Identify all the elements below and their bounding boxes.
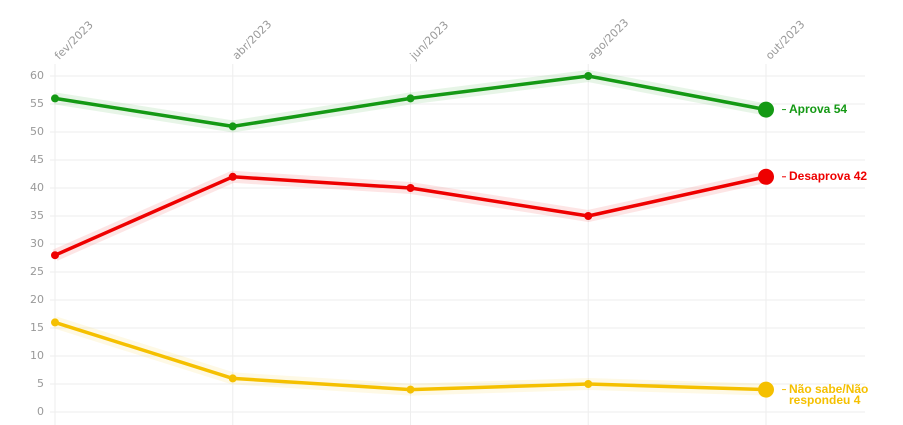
x-tick-label: ago/2023 [585,16,631,62]
series-value: 54 [833,101,848,116]
series-name: Aprova [789,101,831,116]
point [51,318,59,327]
end-label: Não sabe/Não respondeu 4 [789,378,884,406]
end-label-text: Não sabe/Não respondeu 4 [789,378,884,406]
point [51,94,59,103]
y-tick-label: 10 [30,349,44,362]
point [758,101,774,118]
y-tick-label: 20 [30,293,44,306]
y-tick-label: 15 [30,321,44,334]
series-value: 4 [853,392,861,407]
point [228,172,237,181]
point [406,94,415,103]
point [584,380,593,388]
series-value: 42 [853,168,868,183]
point [228,374,237,383]
point [758,381,774,398]
y-tick-label: 30 [30,237,44,250]
y-tick-label: 25 [30,265,44,278]
point [758,168,774,185]
point [51,251,59,260]
x-tick-label: out/2023 [763,18,807,62]
end-label-text: Desaprova 42 [789,165,884,182]
series-name: Não sabe/Não respondeu [789,381,869,407]
y-tick-label: 60 [30,69,44,82]
end-label: Aprova 54 [789,98,884,115]
y-tick-label: 55 [30,97,44,110]
end-label-text: Aprova 54 [789,98,884,115]
y-tick-label: 40 [30,181,44,194]
y-tick-label: 50 [30,125,44,138]
series-name: Desaprova [789,168,851,183]
x-tick-label: abr/2023 [230,18,275,63]
point [406,184,415,192]
x-tick-label: fev/2023 [52,19,96,63]
x-tick-label: jun/2023 [407,19,451,63]
y-tick-label: 35 [30,209,44,222]
y-tick-label: 5 [37,377,44,390]
point [584,212,593,220]
point [406,385,415,394]
y-tick-label: 45 [30,153,44,166]
end-label: Desaprova 42 [789,165,884,182]
point [228,122,237,131]
point [584,72,593,80]
y-tick-label: 0 [37,405,44,418]
